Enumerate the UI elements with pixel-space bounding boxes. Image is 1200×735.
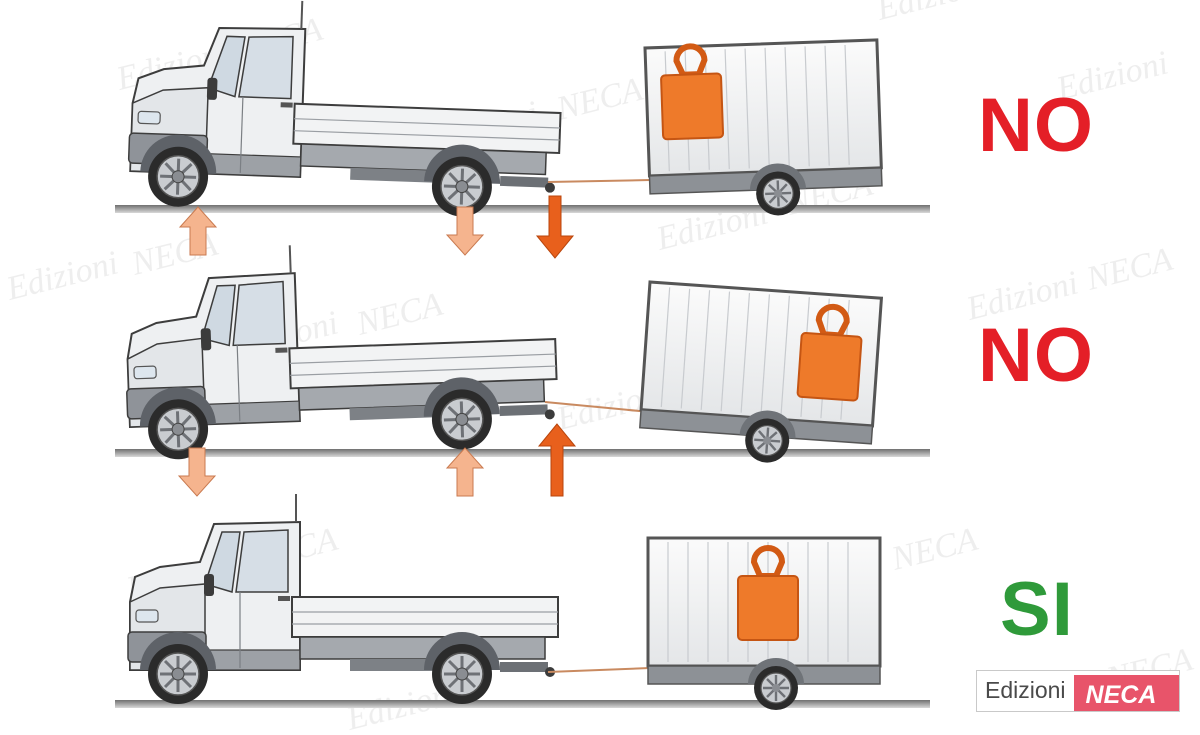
verdict-middle-no: NO bbox=[978, 313, 1094, 398]
watermark-text: NECA bbox=[552, 71, 646, 128]
road bbox=[115, 700, 930, 708]
scenario-1-overloaded-drawbar bbox=[115, 0, 930, 259]
verdict-bottom-si: SI bbox=[1000, 567, 1074, 652]
tow-cable bbox=[547, 179, 651, 183]
watermark-text: NECA bbox=[352, 286, 446, 343]
logo-text-edizioni: Edizioni bbox=[985, 677, 1066, 703]
road bbox=[115, 449, 930, 457]
tow-cable bbox=[544, 401, 651, 413]
watermark-text: NECA bbox=[887, 521, 981, 578]
scenario-2-tail-heavy-trailer bbox=[115, 236, 930, 497]
trailer bbox=[648, 538, 880, 710]
watermark-text: NECA bbox=[1082, 241, 1176, 298]
truck bbox=[128, 494, 558, 704]
verdict-top-no: NO bbox=[978, 83, 1094, 168]
watermark-text: Edizioni bbox=[872, 0, 992, 28]
watermark-text: NECA bbox=[127, 226, 221, 283]
watermark-text: Edizioni bbox=[2, 244, 122, 308]
tow-cable bbox=[547, 667, 651, 673]
watermark-text: Edizioni bbox=[652, 194, 772, 258]
road bbox=[115, 205, 930, 213]
logo-text-neca: NECA bbox=[1073, 675, 1179, 711]
publisher-logo: Edizioni NECA bbox=[976, 670, 1180, 712]
scenario-3-correct-loading bbox=[115, 494, 930, 710]
truck bbox=[127, 0, 564, 220]
trailer bbox=[638, 282, 881, 470]
